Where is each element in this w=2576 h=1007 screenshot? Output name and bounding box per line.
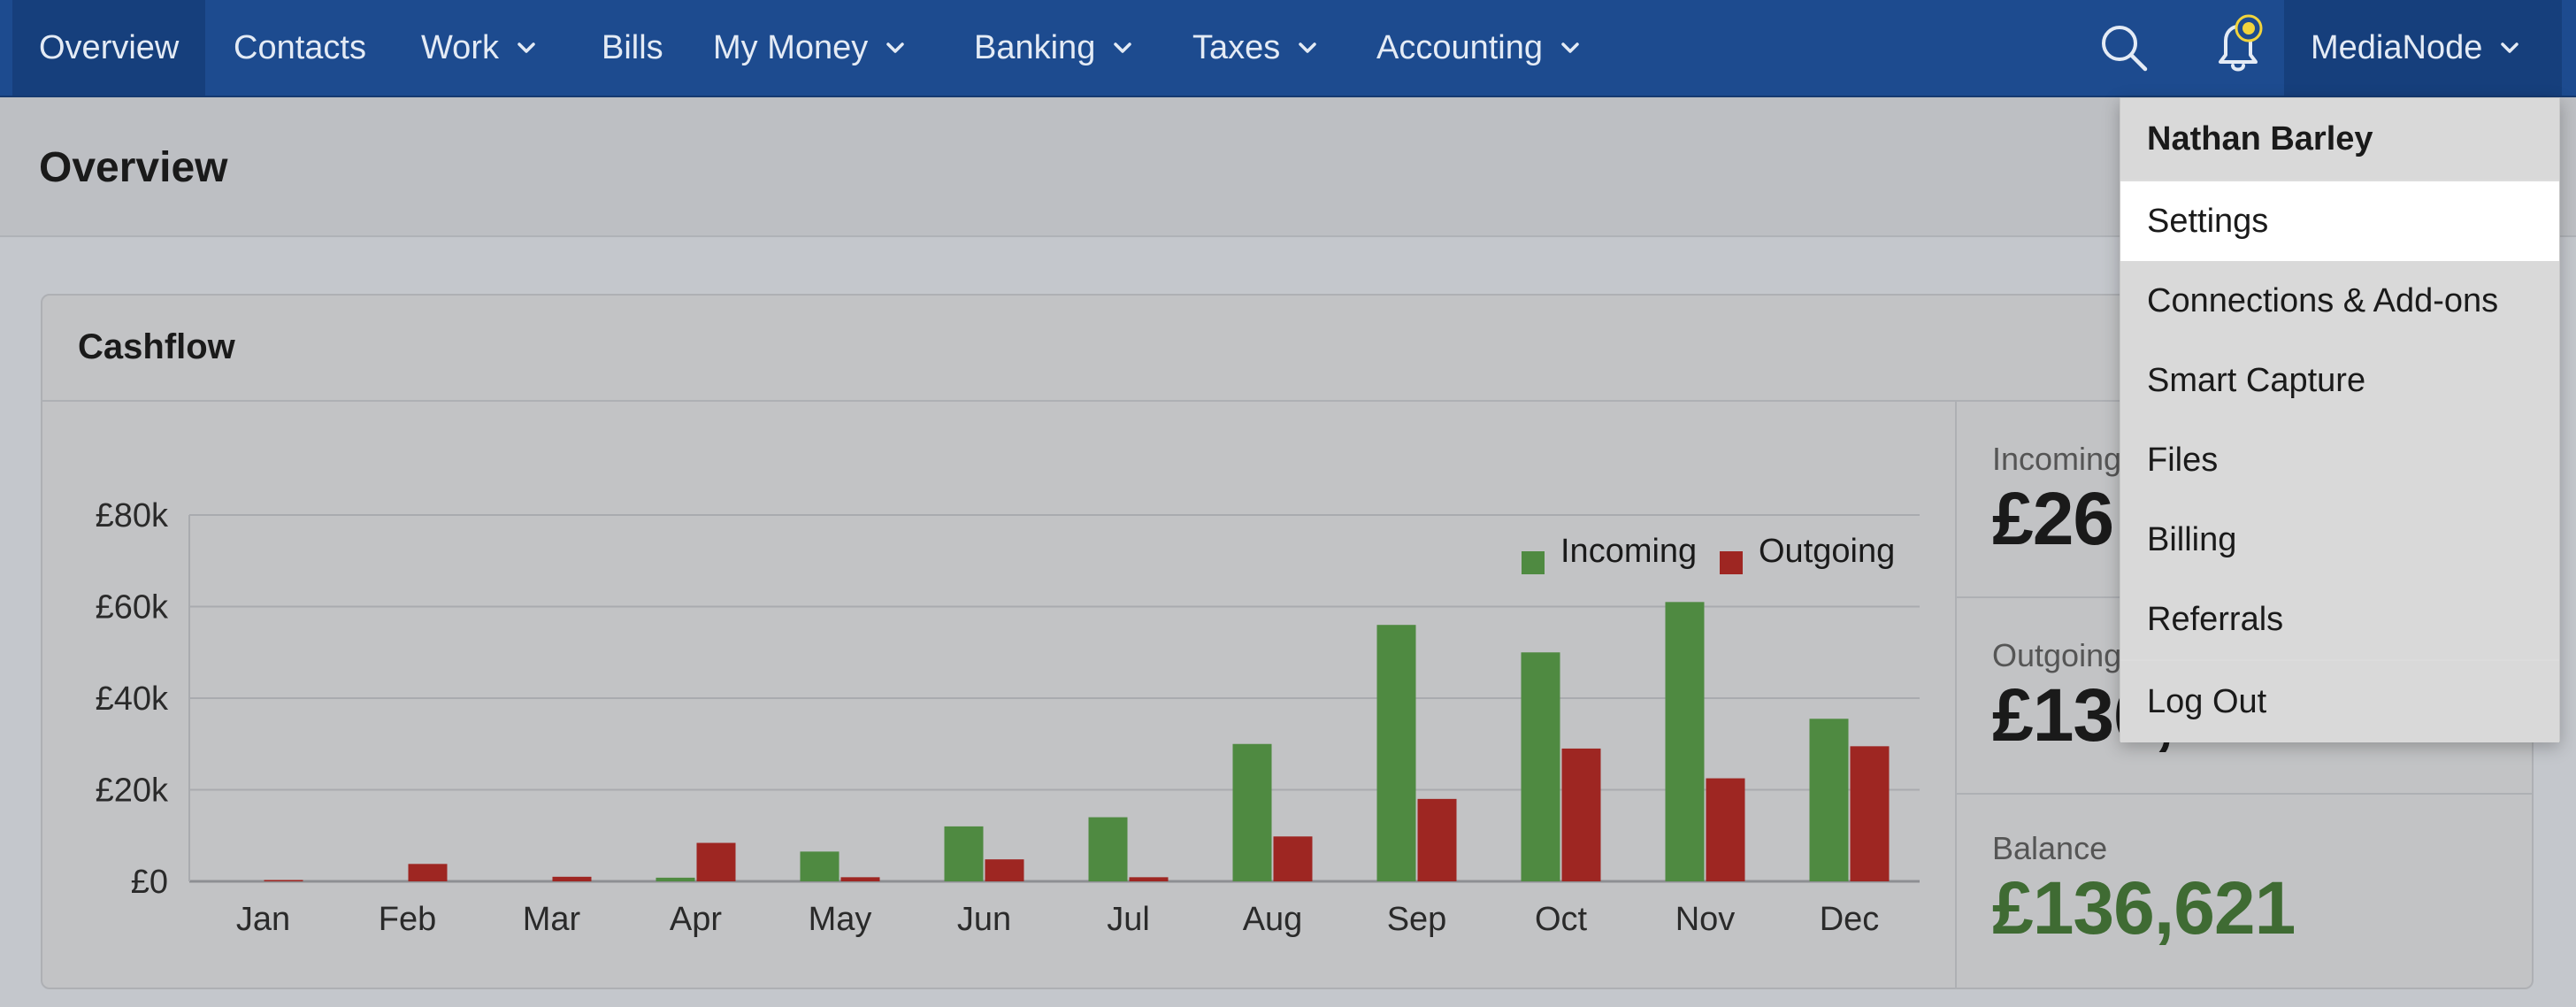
search-icon [2102,26,2148,72]
nav-item-contacts[interactable]: Contacts [234,0,366,96]
stat-value: £26 [1992,477,2114,560]
nav-item-banking[interactable]: Banking [974,0,1136,96]
nav-item-label: Banking [974,28,1096,66]
nav-item-my-money[interactable]: My Money [713,0,908,96]
stat-label: Incoming [1992,441,2122,477]
x-tick-label: Jul [1107,901,1150,938]
stat-label: Outgoing [1992,637,2122,673]
cashflow-chart-area: £0 £20k £40k £60k £80k Jan Feb Mar Apr May Jun Jul A… [42,402,1957,988]
chevron-down-icon [886,42,905,53]
bar-outgoing-dec [1850,746,1890,881]
bar-outgoing-nov [1706,778,1745,881]
chevron-down-icon [1561,42,1579,53]
cashflow-card: Cashflow £0 £20k £40k £60k £80k Jan Feb Mar Apr M… [41,294,2534,989]
menu-item-referrals[interactable]: Referrals [2120,580,2559,659]
card-header: Cashflow [42,296,2532,402]
legend-swatch-incoming [1522,551,1545,574]
nav-item-label: Contacts [234,28,366,66]
nav-item-bills[interactable]: Bills [602,0,663,96]
x-tick-label: Jan [236,901,290,938]
bar-outgoing-aug [1273,836,1313,881]
card-title: Cashflow [78,327,235,366]
bar-incoming-jun [944,826,984,881]
stat-incoming: Incoming £26 [1957,402,2532,598]
x-tick-label: Nov [1675,901,1736,938]
y-tick-label: £40k [96,680,169,718]
chevron-down-icon [1114,42,1132,53]
nav-item-accounting[interactable]: Accounting [1376,0,1583,96]
menu-item-connections-add-ons[interactable]: Connections & Add-ons [2120,261,2559,341]
nav-item-label: Taxes [1192,28,1281,66]
x-tick-label: Apr [670,901,722,938]
bar-incoming-oct [1521,652,1560,881]
stat-label: Balance [1992,830,2108,866]
bar-outgoing-jul [1129,877,1169,881]
search-button[interactable] [2097,0,2151,96]
y-tick-label: £80k [96,497,169,534]
chevron-down-icon [1299,42,1317,53]
x-tick-label: Jun [957,901,1011,938]
bar-outgoing-mar [552,876,592,881]
x-tick-label: Dec [1820,901,1880,938]
page-title: Overview [39,144,228,191]
y-tick-label: £20k [96,773,169,810]
chevron-down-icon [518,42,535,53]
menu-item-billing[interactable]: Billing [2120,500,2559,580]
notification-bell-icon [2219,14,2263,72]
bar-incoming-aug [1232,743,1272,881]
notifications-button[interactable] [2203,0,2273,96]
nav-item-work[interactable]: Work [421,0,540,96]
legend-label-incoming: Incoming [1560,533,1697,570]
account-name: MediaNode [2311,28,2483,66]
cashflow-chart: £0 £20k £40k £60k £80k Jan Feb Mar Apr May Jun Jul A… [96,497,1920,938]
top-navigation-bar: Overview Contacts Work Bills My Money Ba… [0,0,2576,97]
stat-value-balance: £136,621 [1992,866,2296,949]
bar-incoming-jul [1088,817,1128,881]
legend-swatch-outgoing [1720,551,1743,574]
menu-item-smart-capture[interactable]: Smart Capture [2120,341,2559,420]
bar-outgoing-sep [1417,798,1457,881]
y-tick-label: £60k [96,589,169,626]
nav-item-label: Work [421,28,499,66]
nav-item-label: Accounting [1376,28,1544,66]
x-tick-label: Mar [523,901,581,938]
nav-item-label: My Money [713,28,869,66]
menu-item-files[interactable]: Files [2120,420,2559,500]
bar-incoming-nov [1665,602,1705,881]
y-tick-label: £0 [131,864,168,901]
bar-incoming-dec [1809,719,1849,881]
bar-outgoing-feb [408,864,448,881]
menu-item-log-out[interactable]: Log Out [2120,659,2559,742]
stat-balance: Balance £136,621 [1957,795,2532,988]
bar-outgoing-apr [696,842,736,881]
nav-item-label: Bills [602,28,663,66]
dropdown-user-name: Nathan Barley [2120,98,2559,181]
x-tick-label: Sep [1387,901,1447,938]
bar-outgoing-jan [264,880,303,881]
x-tick-label: Aug [1243,901,1303,938]
account-menu-button[interactable]: MediaNode [2284,0,2562,96]
bar-incoming-may [800,851,840,881]
bar-outgoing-may [840,877,880,881]
nav-item-label: Overview [39,28,180,66]
account-dropdown-menu: Nathan Barley Settings Connections & Add… [2120,97,2560,742]
bar-incoming-apr [656,877,695,881]
chevron-down-icon [2501,42,2519,53]
bar-incoming-sep [1376,625,1416,881]
x-tick-label: May [809,901,872,938]
nav-item-overview[interactable]: Overview [12,0,206,96]
nav-item-taxes[interactable]: Taxes [1192,0,1321,96]
x-tick-label: Feb [379,901,436,938]
legend-label-outgoing: Outgoing [1759,533,1895,570]
bar-outgoing-jun [985,859,1024,881]
bar-outgoing-oct [1561,748,1601,881]
x-tick-label: Oct [1535,901,1588,938]
menu-item-settings[interactable]: Settings [2120,181,2559,261]
